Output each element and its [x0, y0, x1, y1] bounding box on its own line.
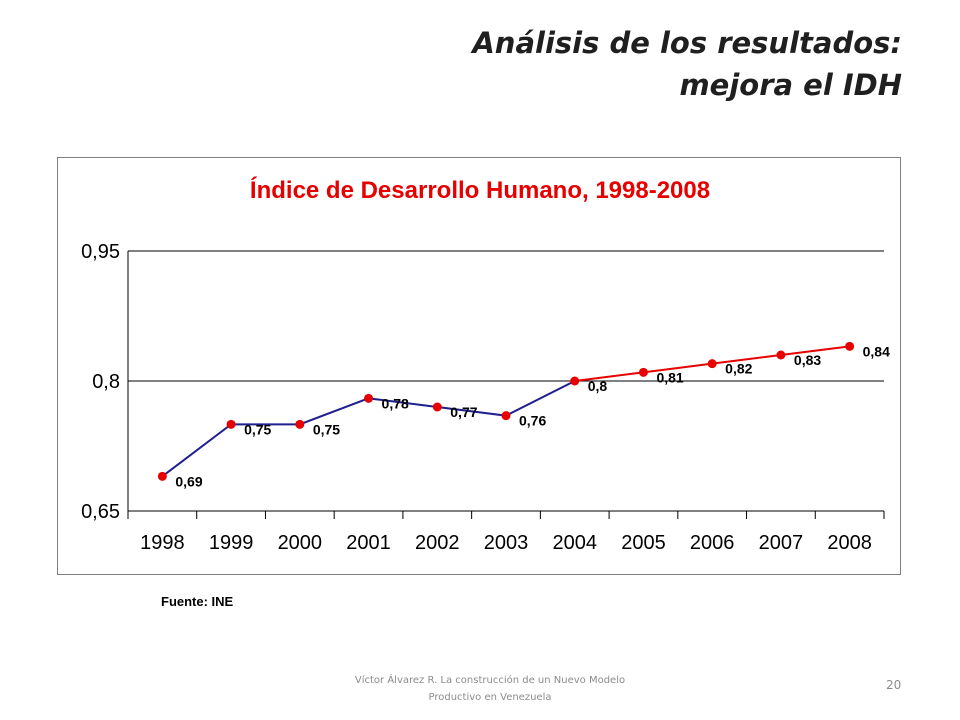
slide-title-line-1: Análisis de los resultados:	[472, 26, 902, 60]
chart-title: Índice de Desarrollo Humano, 1998-2008	[250, 176, 710, 204]
data-point	[295, 419, 305, 429]
x-tick-label: 2007	[759, 532, 804, 554]
x-tick-label: 2001	[346, 532, 391, 554]
footer-text: Víctor Álvarez R. La construcción de un …	[330, 672, 650, 706]
chart-frame: Índice de Desarrollo Humano, 1998-2008 0,…	[57, 157, 901, 575]
y-tick-label: 0,65	[81, 501, 120, 523]
data-point	[776, 350, 786, 360]
y-tick-label: 0,8	[92, 371, 120, 393]
data-label: 0,75	[313, 421, 340, 437]
x-tick-label: 1998	[140, 532, 185, 554]
data-label: 0,77	[450, 404, 477, 420]
data-label: 0,76	[519, 413, 546, 429]
data-point	[364, 393, 374, 403]
data-label: 0,84	[863, 343, 890, 359]
x-tick-label: 2003	[484, 532, 529, 554]
footer-line-1: Víctor Álvarez R. La construcción de un …	[354, 675, 626, 686]
data-point	[570, 376, 580, 386]
data-label: 0,83	[794, 352, 821, 368]
x-tick-label: 2006	[690, 532, 735, 554]
slide-title-line-2: mejora el IDH	[679, 68, 902, 102]
x-tick-label: 2008	[827, 532, 872, 554]
source-note: Fuente: INE	[161, 594, 234, 609]
footer-line-2: Productivo en Venezuela	[428, 692, 552, 703]
data-label: 0,8	[588, 378, 608, 394]
data-point	[638, 367, 648, 377]
page-number: 20	[886, 678, 902, 692]
x-tick-label: 2002	[415, 532, 460, 554]
data-point	[226, 419, 236, 429]
slide-title: Análisis de los resultados: mejora el ID…	[202, 22, 902, 106]
x-tick-label: 2000	[278, 532, 323, 554]
data-label: 0,69	[175, 473, 202, 489]
data-point	[157, 471, 167, 481]
x-tick-label: 1999	[209, 532, 254, 554]
data-label: 0,75	[244, 421, 271, 437]
data-point	[845, 341, 855, 351]
data-label: 0,81	[656, 369, 683, 385]
x-tick-label: 2005	[621, 532, 666, 554]
x-tick-label: 2004	[552, 532, 597, 554]
y-tick-label: 0,95	[81, 241, 120, 263]
data-label: 0,82	[725, 361, 752, 377]
idh-line-chart: Índice de Desarrollo Humano, 1998-2008 0,…	[81, 176, 890, 554]
data-point	[707, 359, 717, 369]
data-point	[501, 411, 511, 421]
data-point	[432, 402, 442, 412]
data-label: 0,78	[382, 395, 409, 411]
